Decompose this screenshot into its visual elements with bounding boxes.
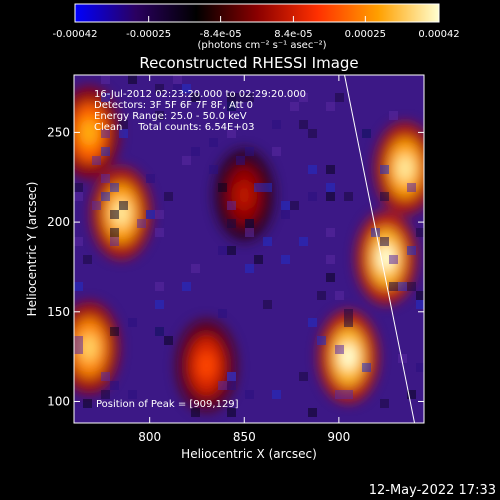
colorbar-tick-label: -0.00025 <box>126 29 171 40</box>
x-axis-label: Heliocentric X (arcsec) <box>181 447 317 461</box>
timestamp: 12-May-2022 17:33 <box>369 483 496 498</box>
x-tick-label: 900 <box>327 430 350 444</box>
colorbar-tick-label: -8.4e-05 <box>200 29 242 40</box>
y-tick-label: 150 <box>47 305 70 319</box>
y-axis-label: Heliocentric Y (arcsec) <box>25 182 39 317</box>
emission-peak <box>80 333 99 362</box>
info-total-counts: Clean Total counts: 6.54E+03 <box>94 122 254 133</box>
peak-position-label: Position of Peak = [909,129] <box>96 399 239 410</box>
info-block: 16-Jul-2012 02:23:20.000 to 02:29:20.000… <box>94 89 306 133</box>
colorbar-tick-label: 0.00025 <box>345 29 386 40</box>
colorbar-tick-label: -0.00042 <box>53 29 98 40</box>
emission-peak <box>235 181 254 210</box>
chart-title: Reconstructed RHESSI Image <box>139 54 358 72</box>
colorbar-tick-labels: -0.00042 -0.00025 -8.4e-05 8.4e-05 0.00025 0.… <box>53 29 460 40</box>
emission-peak <box>80 118 99 147</box>
colorbar <box>74 3 440 23</box>
colorbar-tick-label: 8.4e-05 <box>274 29 312 40</box>
y-tick-label: 200 <box>47 215 70 229</box>
x-axis-ticks: 800 850 900 <box>138 75 350 444</box>
info-time-range: 16-Jul-2012 02:23:20.000 to 02:29:20.000 <box>94 89 306 100</box>
y-tick-label: 100 <box>47 394 70 408</box>
colorbar-units: (photons cm⁻² s⁻¹ asec⁻²) <box>197 40 326 51</box>
solar-limb-line <box>344 75 416 423</box>
y-axis-ticks: 100 150 200 250 <box>47 125 424 408</box>
colorbar-ticks <box>74 16 440 22</box>
emission-peak <box>377 243 396 272</box>
colorbar-tick-label: 0.00042 <box>418 29 459 40</box>
info-energy-range: Energy Range: 25.0 - 50.0 keV <box>94 111 247 122</box>
emission-peak <box>197 351 216 380</box>
heatmap-image <box>74 75 424 423</box>
x-tick-label: 850 <box>233 430 256 444</box>
plot-frame <box>73 74 425 424</box>
info-detectors: Detectors: 3F 5F 6F 7F 8F, Att 0 <box>94 100 253 111</box>
y-tick-label: 250 <box>47 125 70 139</box>
emission-peak <box>396 154 415 183</box>
x-tick-label: 800 <box>138 430 161 444</box>
